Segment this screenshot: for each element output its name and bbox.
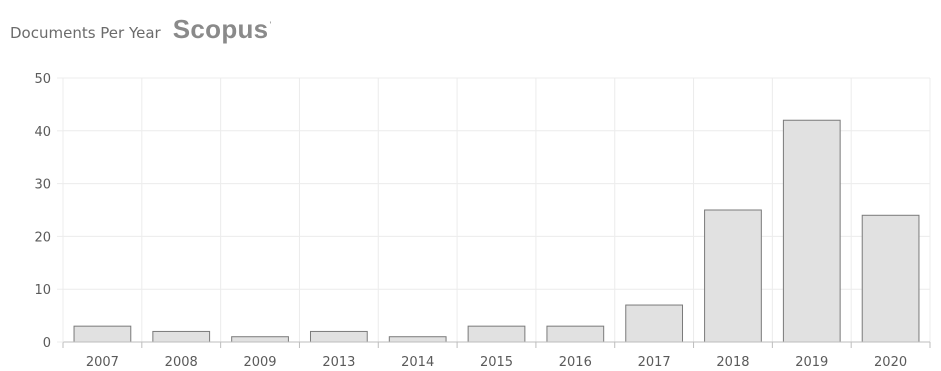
bar-2008 — [152, 330, 211, 343]
chart-bars — [73, 119, 920, 343]
y-tick-label: 30 — [34, 178, 51, 193]
x-tick-label-2018: 2018 — [716, 355, 749, 370]
x-tick-label-2016: 2016 — [559, 355, 592, 370]
x-tick-label-2008: 2008 — [165, 355, 198, 370]
chart-axes — [57, 77, 931, 348]
x-tick-label-2013: 2013 — [322, 355, 355, 370]
bar-2014 — [388, 336, 447, 343]
x-tick-label-2014: 2014 — [401, 355, 434, 370]
chart-labels: 0 10 20 30 40 50 2007 2008 2009 2013 2014 2015 2016 2… — [34, 72, 907, 370]
x-tick-label-2020: 2020 — [874, 355, 907, 370]
scopus-logo-text: Scopus — [172, 14, 269, 44]
scopus-logo: Scopus' — [173, 14, 272, 45]
chart-header: Documents Per Year Scopus' — [10, 14, 271, 45]
chart-title: Documents Per Year — [10, 24, 161, 42]
bar-2016 — [546, 325, 605, 343]
x-tick-label-2015: 2015 — [480, 355, 513, 370]
bar-2020 — [861, 214, 920, 343]
bar-2015 — [467, 325, 526, 343]
bar-2013 — [309, 330, 368, 343]
y-tick-label: 0 — [43, 336, 51, 351]
scopus-logo-mark: ' — [269, 20, 272, 31]
y-tick-label: 50 — [34, 72, 51, 87]
bar-2018 — [704, 209, 762, 343]
bar-2017 — [625, 304, 684, 343]
y-tick-label: 10 — [34, 283, 51, 298]
y-tick-label: 40 — [34, 125, 51, 140]
x-tick-label-2009: 2009 — [243, 355, 276, 370]
x-tick-label-2007: 2007 — [86, 355, 119, 370]
bar-2007 — [73, 325, 132, 343]
x-tick-label-2017: 2017 — [638, 355, 671, 370]
y-tick-label: 20 — [34, 230, 51, 245]
bar-2019 — [782, 119, 841, 343]
x-tick-label-2019: 2019 — [795, 355, 828, 370]
bar-2009 — [231, 336, 289, 343]
